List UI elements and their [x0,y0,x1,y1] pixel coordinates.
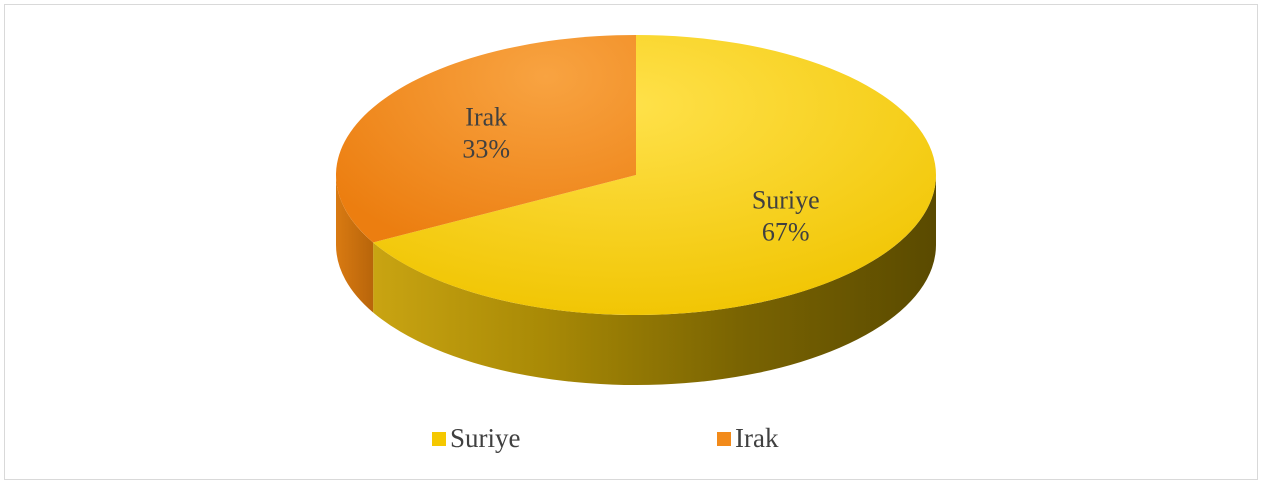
pie-labels-group: Suriye 67% Irak 33% [462,103,819,247]
pie-top-group [335,35,936,315]
data-label-irak: Irak 33% [462,103,510,164]
legend-swatch-irak [717,431,731,446]
legend-item-suriye: Suriye [432,423,521,454]
pie-slice-irak [335,35,636,243]
legend: Suriye Irak [0,423,1264,457]
pie-side-suriye [373,175,936,386]
pie-side-irak [336,175,374,313]
pie-side-group [336,175,936,386]
legend-item-irak: Irak [717,423,778,454]
pie-slice-suriye [373,35,936,315]
legend-label-suriye: Suriye [450,423,521,453]
legend-label-irak: Irak [735,423,779,453]
legend-swatch-suriye [432,431,446,446]
data-label-suriye: Suriye 67% [752,185,820,246]
